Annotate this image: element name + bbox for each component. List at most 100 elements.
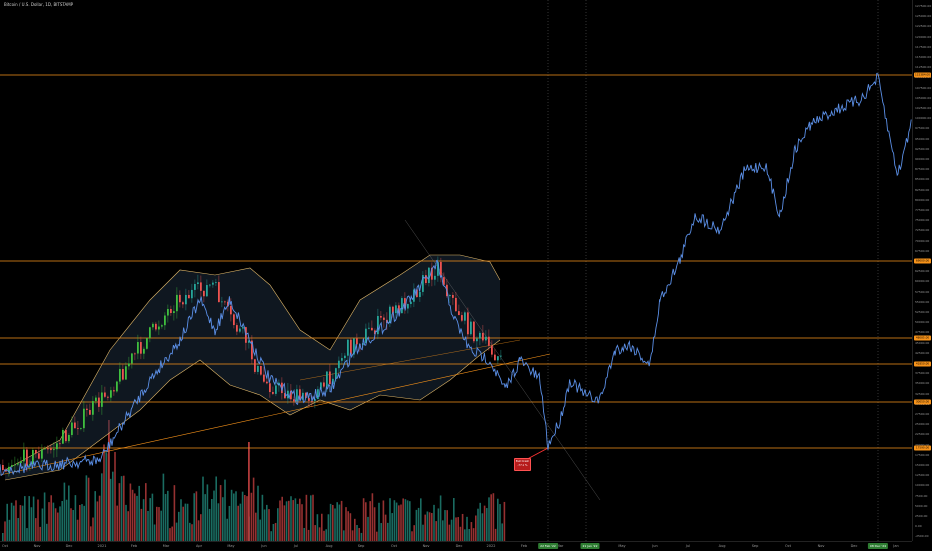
price-axis-label: 57500.00 xyxy=(915,289,930,294)
volume-bar xyxy=(477,508,479,541)
time-axis-label: Jun xyxy=(261,544,267,548)
volume-bar xyxy=(270,531,272,541)
time-axis-label: Nov xyxy=(817,544,825,548)
price-line-series xyxy=(0,72,912,477)
candle-body xyxy=(158,326,160,330)
time-axis-label: Aug xyxy=(325,544,333,548)
time-axis[interactable]: Oct Nov Dec 2021 Feb Mar Apr May Jun Jul Aug Sep Oct… xyxy=(0,541,912,551)
price-axis[interactable]: 127500.00 125000.00 122500.00 120000.00 1175… xyxy=(912,0,932,541)
volume-bar xyxy=(131,489,134,541)
candle-body xyxy=(32,449,34,465)
volume-bar xyxy=(19,505,22,541)
candle-body xyxy=(272,392,274,394)
candle-body xyxy=(221,301,223,303)
volume-bar xyxy=(356,524,358,541)
volume-bar xyxy=(219,485,222,541)
candle-body xyxy=(344,355,346,359)
volume-bar xyxy=(301,504,303,541)
volume-bar xyxy=(101,473,103,541)
volume-bar xyxy=(59,506,61,541)
volume-bar xyxy=(189,522,191,541)
volume-bar xyxy=(455,517,457,541)
candle-body xyxy=(146,338,148,349)
volume-bar xyxy=(479,502,481,541)
volume-bar xyxy=(85,475,88,541)
volume-bar xyxy=(151,493,154,541)
time-axis-label: Nov xyxy=(422,544,430,548)
volume-bar xyxy=(208,508,211,541)
volume-bar xyxy=(351,530,354,541)
volume-bar xyxy=(413,525,415,541)
volume-bar xyxy=(475,515,477,541)
price-axis-label: 55000.00 xyxy=(915,299,930,304)
candle-body xyxy=(494,354,496,361)
candle-body xyxy=(335,368,337,379)
volume-bar xyxy=(435,521,437,541)
volume-bar xyxy=(142,499,145,541)
candle-body xyxy=(377,316,379,335)
candle-body xyxy=(26,449,28,466)
volume-bar xyxy=(384,514,387,541)
volume-bar xyxy=(244,495,246,541)
volume-bar xyxy=(52,502,55,541)
volume-bar xyxy=(120,476,123,541)
volume-bar xyxy=(65,499,68,541)
volume-bar xyxy=(411,531,413,541)
time-axis-label: Jul xyxy=(685,544,691,548)
volume-bar xyxy=(129,483,132,541)
price-axis-label: 125000.00 xyxy=(915,14,932,19)
price-level-badge: 41850.00 xyxy=(914,361,931,367)
candle-body xyxy=(449,295,451,297)
volume-bar xyxy=(323,530,325,541)
candle-body xyxy=(194,284,196,290)
candle-body xyxy=(179,294,181,303)
candle-body xyxy=(341,358,343,361)
candle-body xyxy=(11,465,13,467)
volume-bar xyxy=(380,523,382,541)
price-axis-label: 42500.00 xyxy=(915,350,930,355)
time-axis-label: Aug xyxy=(718,544,726,548)
volume-bar xyxy=(325,529,327,541)
volume-bar xyxy=(279,500,281,541)
candle-body xyxy=(65,429,67,442)
candle-body xyxy=(476,338,478,342)
candle-body xyxy=(332,378,334,385)
volume-bar xyxy=(72,509,74,541)
price-axis-label: 15000.00 xyxy=(915,463,930,467)
candle-body xyxy=(212,282,214,285)
volume-bar xyxy=(305,494,308,541)
candle-body xyxy=(182,302,184,305)
volume-bar xyxy=(450,519,453,541)
candle-body xyxy=(392,306,394,314)
volume-bar xyxy=(387,522,389,541)
candle-body xyxy=(242,327,244,329)
candle-body xyxy=(323,382,325,387)
time-axis-label: Dec xyxy=(455,544,463,548)
price-level-badge: 17590.00 xyxy=(914,445,931,451)
candle-body xyxy=(134,353,136,355)
volume-bar xyxy=(336,502,338,541)
candle-body xyxy=(167,308,169,316)
volume-bar xyxy=(246,496,248,541)
volume-bar xyxy=(400,504,402,541)
candle-body xyxy=(329,371,331,385)
volume-bar xyxy=(422,524,424,541)
candle-body xyxy=(248,340,250,343)
volume-bar xyxy=(439,495,442,541)
volume-bar xyxy=(4,521,6,541)
candle-body xyxy=(347,339,349,356)
candle-body xyxy=(149,327,151,339)
candle-body xyxy=(284,393,286,399)
price-axis-label: 32500.00 xyxy=(915,391,930,396)
candle-body xyxy=(275,385,277,394)
candle-body xyxy=(281,382,283,394)
volume-bar xyxy=(173,485,176,541)
volume-bar xyxy=(406,500,409,541)
volume-bar xyxy=(30,507,33,541)
volume-bar xyxy=(149,498,151,541)
time-axis-label: Mar xyxy=(162,544,170,548)
candle-body xyxy=(140,342,142,354)
volume-bar xyxy=(239,503,242,541)
volume-bar xyxy=(195,491,198,541)
